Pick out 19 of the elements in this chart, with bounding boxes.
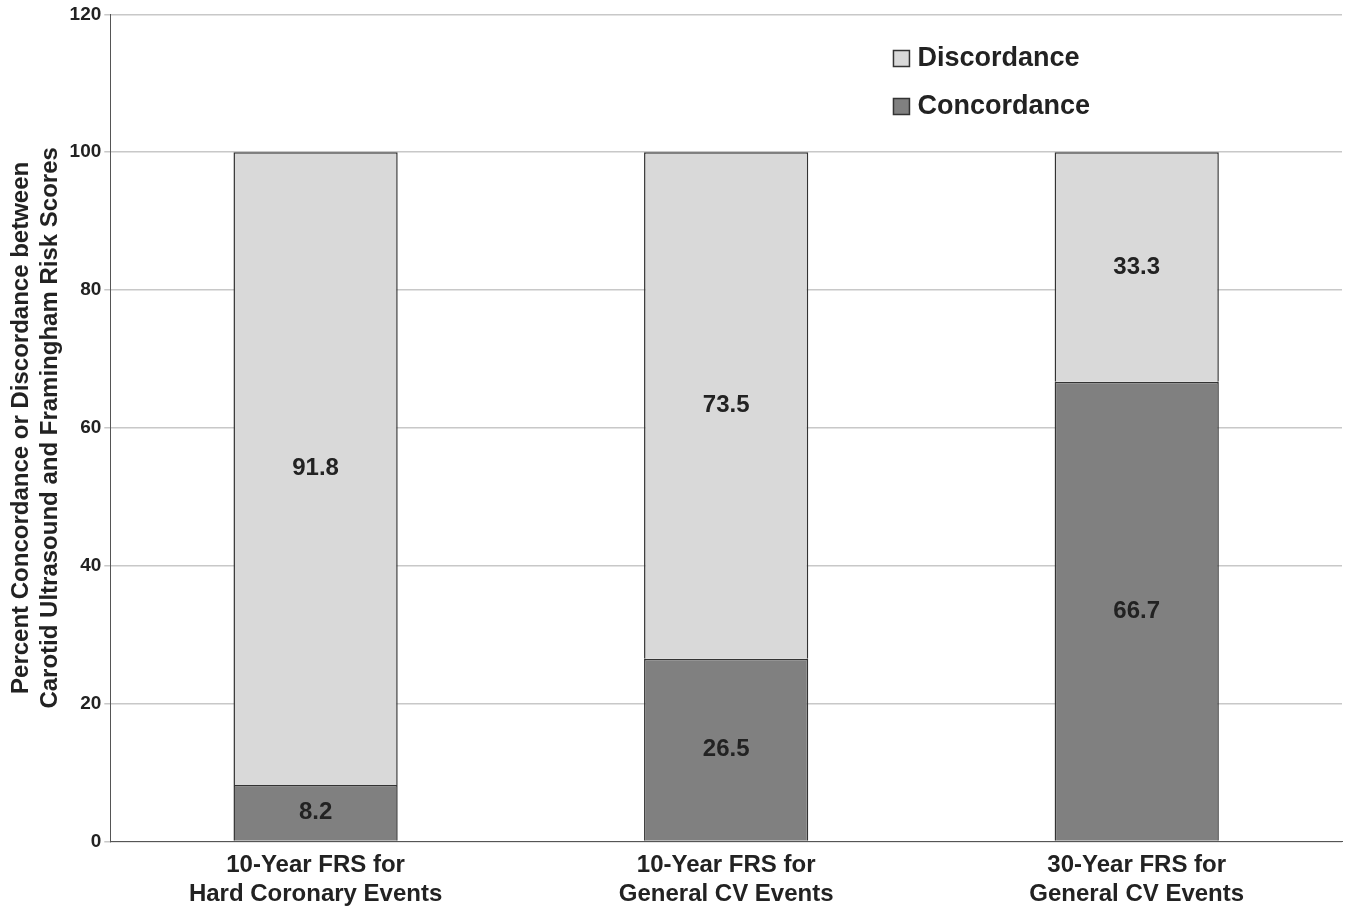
y-axis-title: Percent Concordance or Discordance between Carotid Ultrasound and Framingham Risk Scores: [6, 147, 62, 709]
y-tick-label: 80: [80, 278, 102, 300]
y-tick-label: 60: [80, 416, 102, 438]
y-tick-label: 100: [69, 140, 102, 162]
data-label: 26.5: [702, 734, 750, 762]
y-tick-label: 0: [90, 829, 102, 851]
legend-label: Discordance: [917, 41, 1080, 72]
data-label: 33.3: [1113, 251, 1161, 279]
x-tick-label: 30-Year FRS for General CV Events: [1029, 850, 1245, 907]
y-tick-label: 120: [69, 2, 102, 24]
y-tick-label: 40: [80, 553, 102, 575]
data-label: 73.5: [702, 390, 750, 418]
x-tick-label: 10-Year FRS for General CV Events: [618, 850, 834, 907]
y-tick-label: 20: [80, 691, 102, 713]
data-label: 91.8: [292, 453, 339, 481]
data-label: 66.7: [1113, 595, 1161, 623]
x-tick-label: 10-Year FRS for Hard Coronary Events: [188, 850, 443, 907]
data-label: 8.2: [298, 797, 333, 825]
legend-label: Concordance: [917, 89, 1091, 120]
